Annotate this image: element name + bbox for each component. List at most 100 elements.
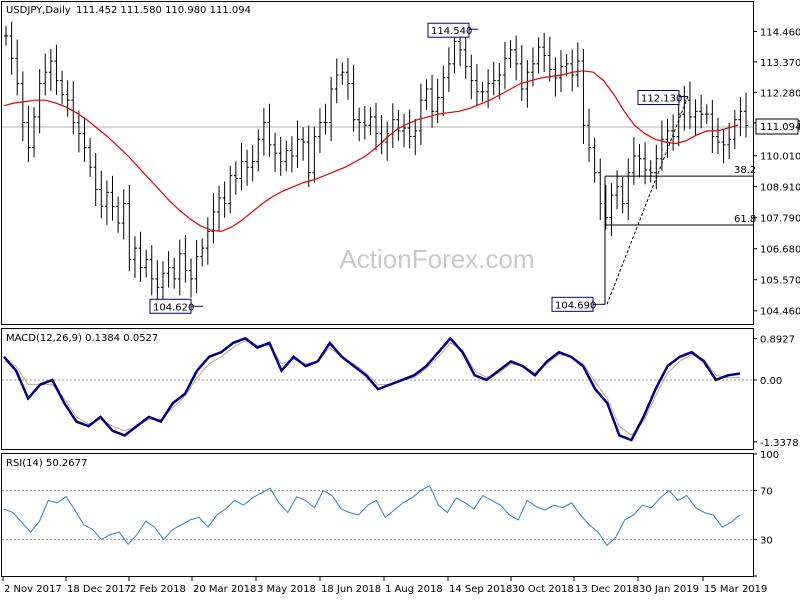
price-tick-label: 110.010: [760, 152, 800, 163]
moving-average-line: [3, 70, 739, 233]
ohlc-bar: [463, 31, 468, 79]
ohlc-bar: [508, 40, 513, 69]
ohlc-bar: [334, 58, 339, 104]
ohlc-bar: [306, 125, 311, 188]
ohlc-bar: [37, 69, 42, 134]
price-ohlc: 111.452 111.580 110.980 111.094: [76, 5, 251, 16]
x-tick-label: 15 Mar 2019: [704, 584, 767, 595]
ohlc-bar: [581, 49, 586, 145]
macd-line: [3, 336, 741, 442]
price-label: 114.540: [427, 22, 478, 38]
ohlc-bar: [659, 120, 664, 171]
ohlc-bar: [418, 83, 423, 146]
ohlc-bar: [699, 94, 704, 129]
ohlc-bar: [245, 149, 250, 186]
ohlc-bar: [138, 231, 143, 282]
ohlc-bar: [648, 160, 653, 183]
ohlc-bar: [474, 64, 479, 107]
ohlc-bar: [32, 107, 37, 158]
price-y-axis: 114.460113.370112.280111.190110.010108.9…: [753, 27, 800, 318]
price-label: 104.690: [551, 296, 605, 312]
ohlc-bar: [676, 104, 681, 147]
ohlc-bar: [519, 45, 524, 101]
x-tick-label: 30 Oct 2018: [512, 584, 574, 595]
price-tick-label: 108.910: [760, 182, 800, 193]
ohlc-bar: [273, 132, 278, 172]
ohlc-bar: [710, 99, 715, 153]
x-tick-label: 2 Feb 2018: [130, 584, 186, 595]
ohlc-bar: [407, 109, 412, 149]
ohlc-bar: [172, 257, 177, 289]
rsi-panel: [1, 453, 754, 577]
ohlc-bar: [76, 110, 81, 153]
price-tick-label: 107.790: [760, 214, 800, 225]
ohlc-bar: [704, 104, 709, 124]
ohlc-bar: [592, 137, 597, 183]
ohlc-bar: [631, 137, 636, 185]
ohlc-bar: [71, 81, 76, 135]
price-tick-label: 114.460: [760, 27, 800, 38]
ohlc-bar: [239, 142, 244, 191]
ohlc-bar: [351, 64, 356, 132]
ohlc-bar: [295, 120, 300, 169]
svg-text:104.620: 104.620: [153, 302, 194, 313]
price-title: USDJPY,Daily: [6, 5, 71, 16]
ohlc-bar: [211, 193, 216, 244]
ohlc-bar: [609, 183, 614, 237]
ohlc-bar: [452, 31, 457, 74]
price-bars: [4, 21, 748, 306]
ohlc-bar: [9, 21, 14, 75]
ohlc-bar: [183, 235, 188, 283]
ohlc-bar: [155, 260, 160, 300]
ohlc-bar: [732, 109, 737, 150]
last-price-tag: 111.094: [755, 118, 800, 135]
ohlc-bar: [93, 152, 98, 207]
ohlc-bar: [553, 57, 558, 97]
x-tick-label: 1 Aug 2018: [385, 584, 443, 595]
ohlc-bar: [144, 249, 149, 278]
ohlc-bar: [43, 53, 48, 96]
ohlc-bar: [637, 144, 642, 178]
ohlc-bar: [665, 118, 670, 158]
ohlc-bar: [542, 32, 547, 72]
svg-text:114.540: 114.540: [431, 26, 472, 37]
ohlc-bar: [486, 69, 491, 109]
price-tick-label: 106.680: [760, 245, 800, 256]
ohlc-bar: [317, 108, 322, 153]
ohlc-bar: [267, 103, 272, 157]
x-tick-label: 30 Jan 2019: [639, 584, 699, 595]
ohlc-bar: [671, 114, 676, 151]
ohlc-bar: [166, 251, 171, 288]
ohlc-bar: [682, 85, 687, 131]
fibonacci-levels: 38.2 61.8: [604, 96, 756, 305]
price-tick-label: 105.570: [760, 276, 800, 287]
ohlc-bar: [374, 102, 378, 151]
ohlc-bar: [121, 189, 126, 240]
price-tick-label: 113.370: [760, 58, 800, 69]
macd-tick-label: -1.3378: [760, 438, 799, 449]
ohlc-bar: [435, 78, 440, 124]
ohlc-bar: [194, 240, 199, 294]
ohlc-bar: [345, 57, 350, 100]
ohlc-bar: [362, 106, 367, 140]
rsi-y-axis: 100 70 30: [2, 450, 779, 577]
svg-text:104.690: 104.690: [555, 300, 596, 311]
ohlc-bar: [222, 181, 227, 218]
ohlc-bar: [284, 140, 289, 172]
ohlc-bar: [430, 74, 435, 128]
ohlc-bar: [368, 107, 373, 136]
ohlc-bar: [88, 137, 93, 177]
ohlc-bar: [564, 54, 569, 77]
ohlc-bar: [480, 82, 485, 102]
ohlc-bar: [654, 144, 659, 190]
ohlc-bar: [559, 50, 563, 93]
ohlc-bar: [323, 103, 328, 135]
x-tick-label: 3 May 2018: [257, 584, 316, 595]
ohlc-bar: [502, 41, 507, 90]
ohlc-bar: [687, 81, 692, 129]
ohlc-bar: [110, 175, 115, 221]
rsi-tick-label: 100: [760, 450, 779, 461]
ohlc-bar: [491, 61, 496, 96]
price-label: 112.130: [637, 90, 688, 106]
